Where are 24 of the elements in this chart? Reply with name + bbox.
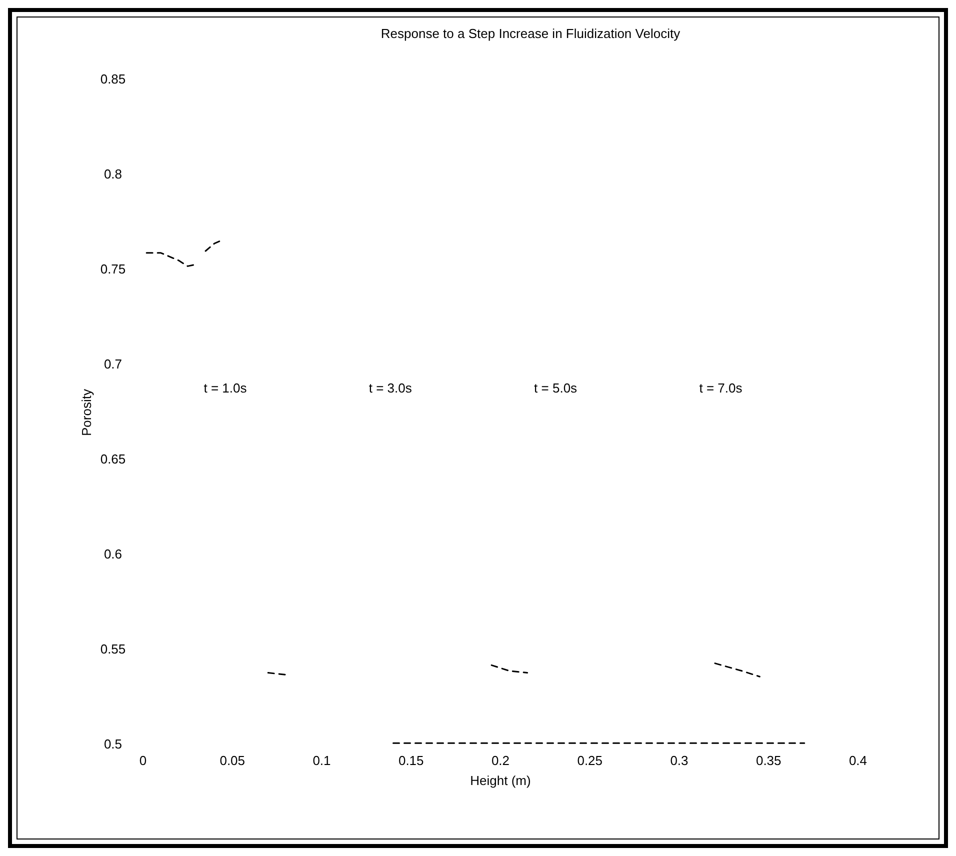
x-tick-label: 0.4 <box>848 753 868 768</box>
y-tick-label: 0.6 <box>104 546 122 562</box>
y-tick-label: 0.7 <box>104 356 122 372</box>
x-tick-label: 0.35 <box>756 753 782 768</box>
y-tick-label: 0.85 <box>100 71 126 86</box>
y-axis-title: Porosity <box>79 388 94 436</box>
x-tick-label: 0.3 <box>670 753 688 768</box>
x-tick-label: 0.05 <box>220 753 246 768</box>
x-tick-label: 0.2 <box>491 753 510 768</box>
x-axis-title: Height (m) <box>470 773 531 788</box>
y-tick-label: 0.65 <box>100 451 126 466</box>
x-tick-label: 0.15 <box>398 753 424 768</box>
x-tick-label: 0.25 <box>577 753 603 768</box>
y-tick-label: 0.5 <box>104 736 122 752</box>
annotation: t = 1.0s <box>204 380 248 396</box>
x-tick-label: 0.1 <box>312 753 331 768</box>
annotation: t = 3.0s <box>368 380 412 396</box>
x-tick-label: 0 <box>139 753 147 768</box>
y-tick-label: 0.55 <box>100 641 126 656</box>
annotation: t = 7.0s <box>699 380 743 396</box>
annotation: t = 5.0s <box>534 380 578 396</box>
chart-title: Response to a Step Increase in Fluidization Velocity <box>380 26 681 41</box>
y-tick-label: 0.75 <box>100 261 126 276</box>
y-tick-label: 0.8 <box>104 166 122 182</box>
